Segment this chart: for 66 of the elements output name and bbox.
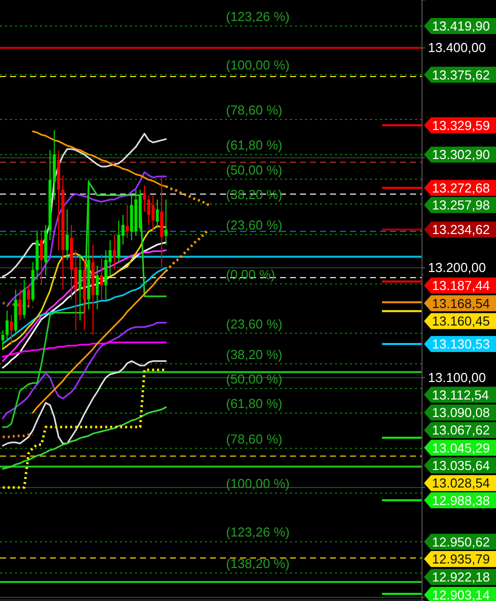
candlestick [112, 234, 116, 270]
ref-line-label: 13.168,54 [432, 296, 490, 311]
ref-line-label: 13.130,53 [432, 336, 490, 352]
annotation: (123,26 %) [226, 524, 290, 540]
ref-line-label: 13.028,54 [432, 476, 490, 491]
candlestick [40, 230, 43, 286]
annotation: (50,00 %) [226, 162, 282, 178]
line-series [2, 132, 167, 278]
candlestick [27, 284, 30, 306]
ref-line-label: 12.950,62 [432, 534, 490, 550]
ref-line-label: 13.272,68 [432, 180, 490, 196]
ref-line-label: 13.090,08 [432, 405, 490, 420]
ref-line-label: 13.160,45 [432, 314, 490, 329]
candlestick [117, 220, 120, 263]
y-tick-label: 13.100,00 [428, 370, 486, 385]
candlestick [96, 265, 99, 310]
candlestick [142, 184, 146, 212]
annotation: (38,20 %) [226, 346, 282, 362]
annotation: (78,60 %) [226, 431, 282, 446]
candlestick [156, 199, 159, 229]
annotation: (78,60 %) [226, 102, 282, 118]
annotation: (138,20 %) [226, 556, 290, 571]
ref-line-label: 13.067,62 [432, 422, 490, 438]
line-series [2, 225, 167, 350]
ref-line-label: 13.045,29 [432, 440, 490, 456]
annotation: (100,00 %) [226, 476, 290, 492]
candlestick [100, 254, 104, 300]
ref-line-label: 13.302,90 [432, 147, 490, 162]
annotation: (123,26 %) [226, 9, 290, 24]
annotation: (23,60 %) [226, 218, 282, 233]
ref-line-label: 12.903,14 [432, 587, 490, 601]
ref-line-label: 13.375,62 [432, 67, 490, 82]
candlestick [126, 204, 129, 239]
candlestick [1, 330, 4, 348]
annotation: (100,00 %) [226, 58, 290, 73]
candlestick [10, 314, 13, 346]
line-series [2, 322, 167, 420]
ref-line-label: 13.187,44 [432, 278, 490, 294]
annotation: (61,80 %) [226, 138, 282, 153]
line-series [2, 406, 167, 470]
candlestick [147, 194, 150, 226]
candlestick [18, 289, 22, 321]
y-tick-label: 13.400,00 [428, 40, 486, 56]
ref-line-label: 13.257,98 [432, 198, 490, 213]
line-series [2, 181, 167, 428]
candlestick [78, 254, 82, 321]
ref-line-label: 13.234,62 [432, 222, 490, 238]
line-series [2, 342, 167, 358]
ref-line-label: 13.112,54 [432, 387, 489, 402]
annotation: (38,20 %) [226, 186, 282, 202]
ref-line-label: 13.419,90 [432, 18, 490, 34]
ref-line-label: 12.988,38 [432, 492, 490, 508]
ref-line-label: 13.329,59 [432, 118, 490, 133]
annotation: (61,80 %) [226, 396, 282, 412]
line-series [2, 360, 167, 447]
annotation: (50,00 %) [226, 371, 282, 386]
candlestick [6, 310, 9, 341]
y-tick-label: 13.200,00 [428, 260, 486, 275]
candlestick [164, 199, 168, 246]
line-series [2, 266, 167, 344]
line-series [6, 171, 167, 307]
candlestick [66, 208, 69, 261]
annotation: (23,60 %) [226, 316, 282, 332]
ref-line-label: 12.935,79 [432, 552, 490, 567]
ref-line-label: 12.922,18 [432, 570, 490, 585]
ref-line-label: 13.035,64 [432, 458, 490, 473]
